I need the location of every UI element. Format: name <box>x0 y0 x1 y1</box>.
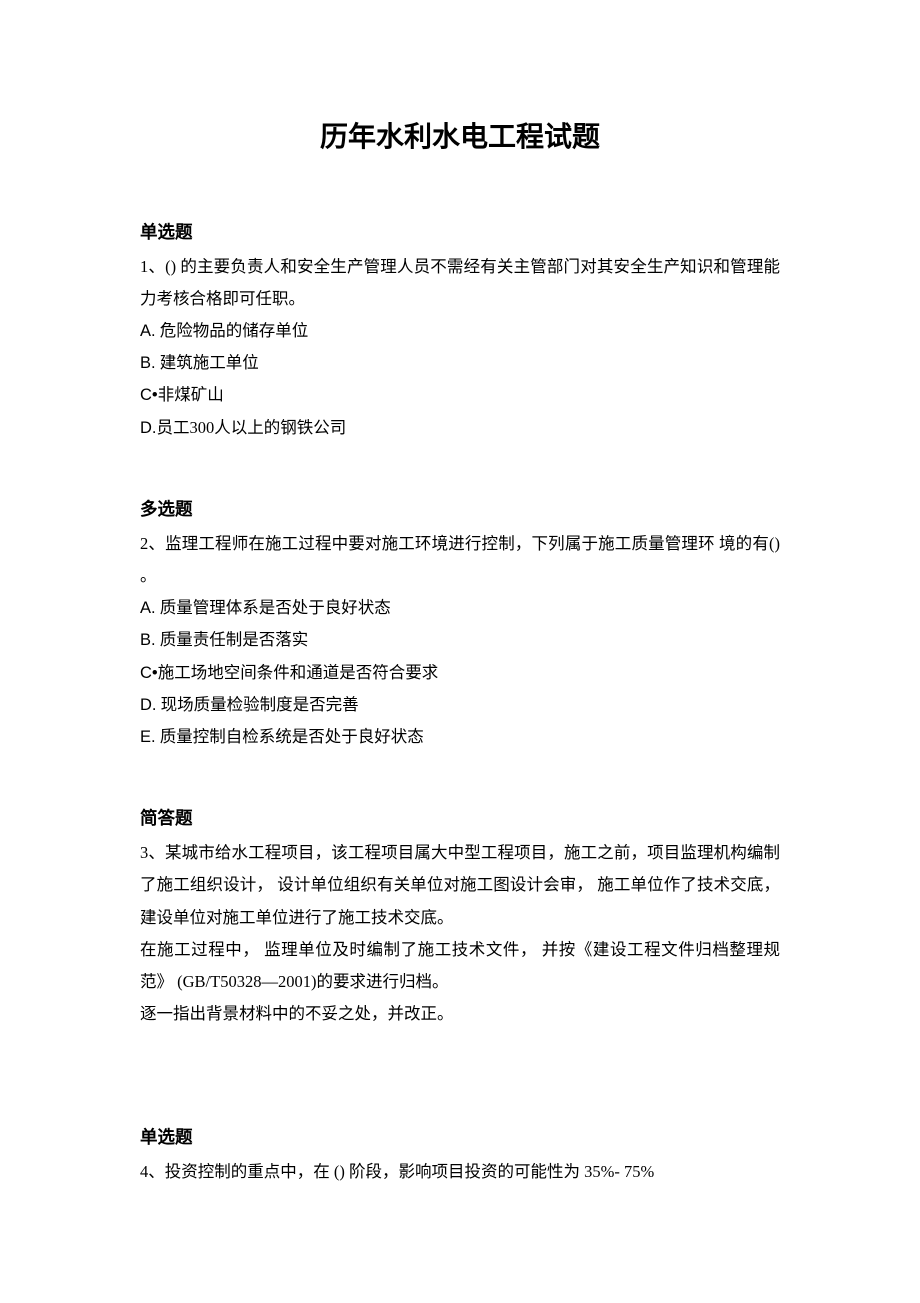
option-letter: C• <box>140 664 158 682</box>
option-text: 非煤矿山 <box>158 385 224 404</box>
option-text: 员工300人以上的钢铁公司 <box>157 418 347 437</box>
paragraph: 1、() 的主要负责人和安全生产管理人员不需经有关主管部门对其安全生产知识和管理… <box>140 251 780 315</box>
option-letter: B. <box>140 631 156 649</box>
option-line: D. 现场质量检验制度是否完善 <box>140 689 780 721</box>
option-line: D.员工300人以上的钢铁公司 <box>140 412 780 444</box>
option-line: A. 质量管理体系是否处于良好状态 <box>140 592 780 624</box>
option-letter: C• <box>140 386 158 404</box>
sections-container: 单选题1、() 的主要负责人和安全生产管理人员不需经有关主管部门对其安全生产知识… <box>140 215 780 1189</box>
paragraph: 逐一指出背景材料中的不妥之处，并改正。 <box>140 998 780 1030</box>
option-text: 现场质量检验制度是否完善 <box>161 695 359 714</box>
option-line: B. 建筑施工单位 <box>140 347 780 379</box>
section-heading: 单选题 <box>140 215 780 249</box>
option-line: E. 质量控制自检系统是否处于良好状态 <box>140 721 780 753</box>
paragraph: 4、投资控制的重点中，在 () 阶段，影响项目投资的可能性为 35%- 75% <box>140 1156 780 1188</box>
option-letter: D. <box>140 419 157 437</box>
option-line: C•非煤矿山 <box>140 379 780 411</box>
section-heading: 简答题 <box>140 801 780 835</box>
option-text: 质量控制自检系统是否处于良好状态 <box>160 727 424 746</box>
section-heading: 多选题 <box>140 492 780 526</box>
option-line: B. 质量责任制是否落实 <box>140 624 780 656</box>
paragraph: 在施工过程中， 监理单位及时编制了施工技术文件， 并按《建设工程文件归档整理规范… <box>140 934 780 998</box>
option-text: 建筑施工单位 <box>160 353 259 372</box>
paragraph: 3、某城市给水工程项目，该工程项目属大中型工程项目，施工之前，项目监理机构编制了… <box>140 837 780 934</box>
section-heading: 单选题 <box>140 1120 780 1154</box>
option-text: 质量管理体系是否处于良好状态 <box>160 598 391 617</box>
page-title: 历年水利水电工程试题 <box>140 110 780 165</box>
option-line: A. 危险物品的储存单位 <box>140 315 780 347</box>
option-letter: A. <box>140 599 156 617</box>
paragraph: 2、监理工程师在施工过程中要对施工环境进行控制，下列属于施工质量管理环 境的有(… <box>140 528 780 592</box>
option-letter: E. <box>140 728 156 746</box>
document-page: 历年水利水电工程试题 单选题1、() 的主要负责人和安全生产管理人员不需经有关主… <box>0 0 920 1269</box>
option-text: 质量责任制是否落实 <box>160 630 309 649</box>
option-letter: B. <box>140 354 156 372</box>
option-letter: A. <box>140 322 156 340</box>
option-text: 危险物品的储存单位 <box>160 321 309 340</box>
option-text: 施工场地空间条件和通道是否符合要求 <box>158 663 439 682</box>
option-letter: D. <box>140 696 157 714</box>
option-line: C•施工场地空间条件和通道是否符合要求 <box>140 657 780 689</box>
